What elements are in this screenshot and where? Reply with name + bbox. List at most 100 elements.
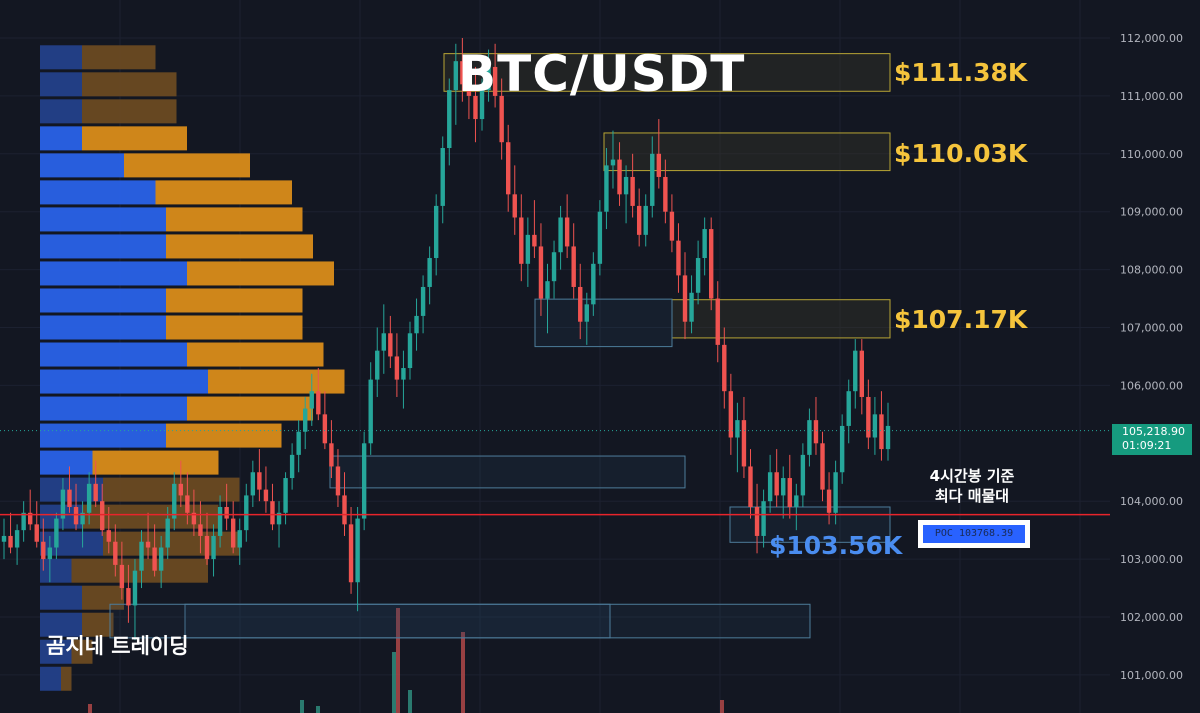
- candle-body: [335, 466, 341, 496]
- candle-body: [820, 443, 825, 490]
- volume-bar: [720, 700, 724, 713]
- candle-body: [224, 506, 229, 519]
- candle-body: [257, 472, 262, 490]
- vp-down-bar: [82, 45, 156, 70]
- volume-bar: [408, 690, 412, 713]
- candle-body: [14, 530, 20, 548]
- candle-body: [571, 246, 576, 287]
- candle-body: [695, 258, 701, 293]
- vp-down-bar: [124, 153, 250, 178]
- vp-down-bar: [166, 423, 282, 448]
- vp-up-bar: [40, 126, 82, 151]
- candle-body: [34, 524, 39, 542]
- current-price: 105,218.90: [1122, 425, 1185, 438]
- candle-body: [479, 90, 485, 120]
- candle-body: [735, 420, 740, 438]
- candle-body: [250, 472, 256, 496]
- volume-bar: [88, 704, 92, 713]
- candle-body: [486, 66, 491, 91]
- candle-body: [538, 246, 544, 299]
- candle-body: [165, 518, 170, 548]
- demand-zone: [534, 298, 673, 348]
- candle-body: [447, 90, 452, 149]
- candle-body: [853, 350, 858, 392]
- candle-body: [348, 524, 354, 583]
- candle-body: [8, 535, 13, 548]
- candle-body: [623, 176, 629, 195]
- vp-up-bar: [40, 288, 166, 313]
- vp-down-bar: [187, 342, 324, 367]
- candle-body: [460, 61, 465, 85]
- candle-body: [237, 530, 242, 548]
- candle-body: [185, 495, 190, 513]
- candle-body: [204, 535, 210, 560]
- demand-zone: [329, 455, 686, 489]
- candle-body: [636, 205, 642, 235]
- price-zones: [109, 53, 891, 639]
- candle-body: [728, 391, 734, 438]
- volume-bar: [300, 700, 304, 713]
- candle-body: [230, 518, 236, 548]
- candle-body: [597, 211, 603, 264]
- candle-body: [139, 541, 144, 571]
- candle-body: [375, 350, 380, 380]
- candle-body: [263, 489, 269, 502]
- candle-body: [650, 153, 655, 206]
- candle-body: [86, 483, 92, 513]
- candle-body: [656, 153, 662, 177]
- volume-bar: [461, 632, 465, 713]
- candle-body: [329, 443, 334, 467]
- candle-body: [794, 495, 799, 507]
- candle-body: [60, 489, 66, 519]
- vp-down-bar: [166, 207, 303, 232]
- vp-up-bar: [40, 639, 72, 664]
- candle-body: [630, 176, 635, 206]
- vp-down-bar: [155, 180, 292, 205]
- candle-body: [100, 501, 105, 531]
- candle-body: [643, 205, 648, 235]
- candle-body: [859, 350, 865, 397]
- candle-body: [885, 425, 891, 450]
- candle-body: [158, 547, 164, 571]
- candle-body: [211, 535, 216, 560]
- candle-body: [492, 66, 498, 96]
- candle-body: [741, 420, 747, 467]
- candle-body: [512, 194, 517, 218]
- candle-body: [368, 379, 373, 444]
- y-tick-label: 104,000.00: [1120, 495, 1183, 508]
- candle-body: [270, 501, 275, 525]
- candle-body: [309, 391, 314, 409]
- candle-body: [355, 518, 360, 583]
- candle-body: [499, 95, 504, 143]
- poc-label-box: POC 103768.39: [918, 520, 1030, 548]
- volume-bar: [392, 652, 396, 713]
- candle-body: [47, 547, 53, 560]
- candle-body: [466, 84, 472, 96]
- candle-body: [440, 148, 445, 206]
- volume-profile: [40, 45, 345, 691]
- candle-body: [414, 315, 419, 334]
- candle-body: [682, 275, 688, 322]
- candle-body: [322, 414, 328, 444]
- candle-body: [106, 530, 111, 542]
- candle-body: [774, 472, 779, 496]
- vp-up-bar: [40, 585, 82, 610]
- candle-body: [617, 159, 622, 195]
- level-label-4: $103.56K: [769, 531, 903, 560]
- y-tick-label: 101,000.00: [1120, 669, 1183, 682]
- candle-body: [401, 368, 406, 380]
- candle-body: [473, 95, 478, 120]
- candle-body: [172, 483, 177, 519]
- candle-body: [663, 176, 668, 212]
- candle-body: [145, 541, 151, 548]
- candle-body: [289, 454, 295, 479]
- candle-body: [807, 420, 812, 455]
- candle-body: [767, 472, 773, 502]
- vp-up-bar: [40, 342, 187, 367]
- y-tick-label: 109,000.00: [1120, 206, 1183, 219]
- candle-body: [433, 205, 439, 259]
- vp-down-bar: [71, 639, 93, 664]
- vp-down-bar: [187, 261, 334, 286]
- candle-body: [610, 159, 616, 166]
